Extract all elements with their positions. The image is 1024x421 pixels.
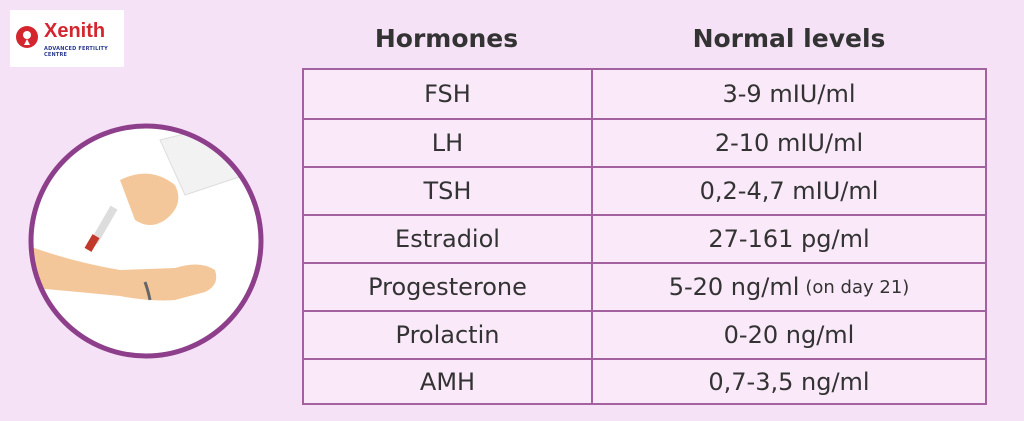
hormone-cell: Estradiol: [304, 216, 593, 262]
hormone-name: FSH: [424, 80, 471, 108]
table-row: Estradiol 27-161 pg/ml: [304, 214, 985, 262]
level-value: 3-9 mIU/ml: [722, 80, 856, 108]
level-value: 0,2-4,7 mIU/ml: [699, 177, 879, 205]
level-cell: 27-161 pg/ml: [593, 216, 985, 262]
hormone-cell: AMH: [304, 360, 593, 403]
level-cell: 0-20 ng/ml: [593, 312, 985, 358]
illustration: [28, 123, 264, 359]
logo-name: Xenith: [44, 20, 106, 42]
level-value: 0,7-3,5 ng/ml: [708, 367, 870, 396]
logo-tagline: ADVANCED FERTILITY CENTRE: [44, 46, 108, 58]
hormone-cell: FSH: [304, 70, 593, 118]
table-row: Progesterone 5-20 ng/ml (on day 21): [304, 262, 985, 310]
hormone-name: Estradiol: [395, 225, 500, 253]
table-row: FSH 3-9 mIU/ml: [304, 70, 985, 118]
hormone-name: AMH: [419, 367, 476, 396]
level-cell: 3-9 mIU/ml: [593, 70, 985, 118]
level-note: (on day 21): [805, 276, 910, 298]
table-row: Prolactin 0-20 ng/ml: [304, 310, 985, 358]
table: FSH 3-9 mIU/ml LH 2-10 mIU/ml TSH 0,2-4,7 mIU…: [302, 68, 987, 405]
level-cell: 0,7-3,5 ng/ml: [593, 360, 985, 403]
level-value: 5-20 ng/ml: [668, 273, 800, 301]
table-row: AMH 0,7-3,5 ng/ml: [304, 358, 985, 403]
hormone-cell: Progesterone: [304, 264, 593, 310]
level-value: 2-10 mIU/ml: [714, 129, 864, 157]
hormone-name: Prolactin: [395, 321, 500, 349]
logo: Xenith ADVANCED FERTILITY CENTRE: [10, 10, 124, 67]
table-row: LH 2-10 mIU/ml: [304, 118, 985, 166]
level-cell: 0,2-4,7 mIU/ml: [593, 168, 985, 214]
hormone-name: Progesterone: [368, 273, 527, 301]
column-header: Hormones: [374, 24, 519, 53]
hormone-name: TSH: [423, 177, 472, 205]
logo-icon: [16, 26, 38, 48]
hormone-cell: Prolactin: [304, 312, 593, 358]
hormone-cell: TSH: [304, 168, 593, 214]
hormone-cell: LH: [304, 120, 593, 166]
level-cell: 5-20 ng/ml (on day 21): [593, 264, 985, 310]
level-value: 27-161 pg/ml: [708, 225, 870, 253]
hormone-name: LH: [431, 129, 464, 157]
level-value: 0-20 ng/ml: [723, 321, 855, 349]
level-cell: 2-10 mIU/ml: [593, 120, 985, 166]
column-header: Normal levels: [692, 24, 886, 53]
table-row: TSH 0,2-4,7 mIU/ml: [304, 166, 985, 214]
